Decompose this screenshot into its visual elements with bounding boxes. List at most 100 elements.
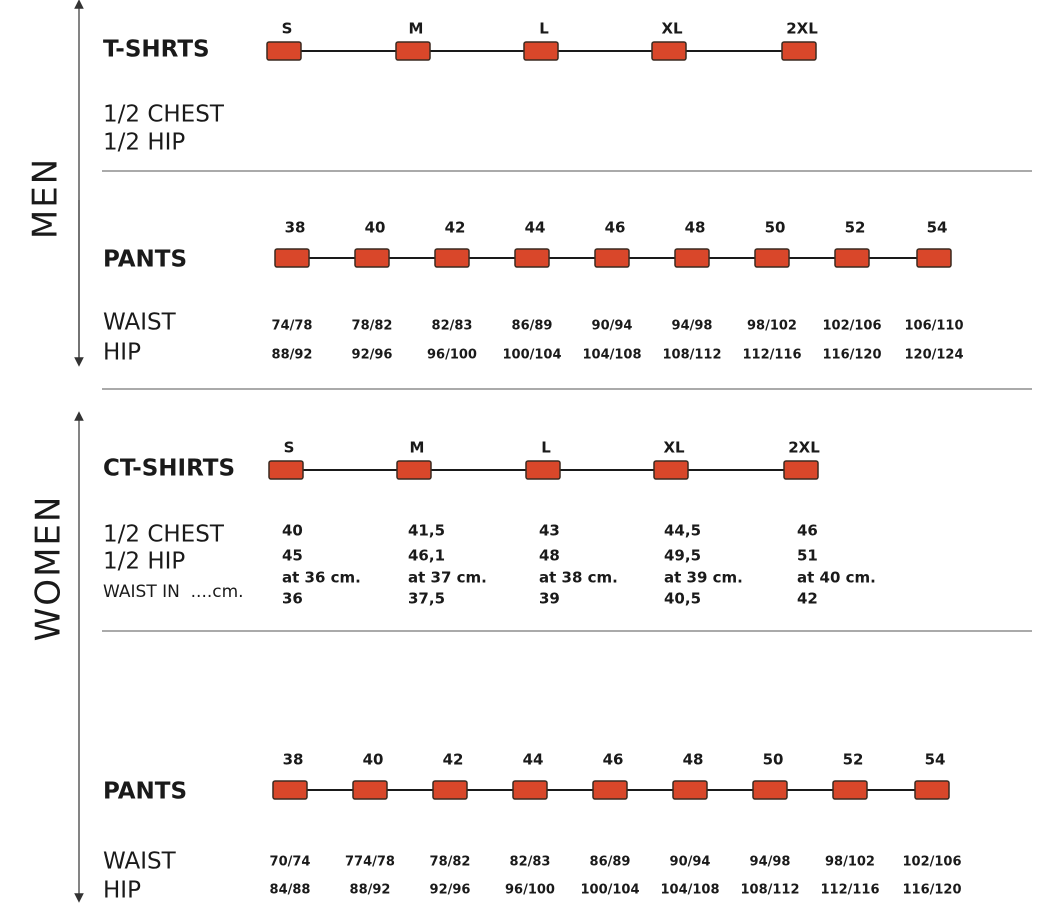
group-name: PANTS [103, 247, 187, 273]
size-label: 46 [605, 219, 626, 237]
size-value: 116/120 [822, 348, 881, 363]
row-label: 1/2 CHEST [103, 102, 225, 128]
size-chip [781, 41, 817, 61]
section-label: MEN [26, 157, 66, 239]
size-label: 2XL [786, 20, 818, 38]
size-value: 40,5 [664, 590, 701, 608]
size-label: 2XL [788, 439, 820, 457]
size-value: 44,5 [664, 522, 701, 540]
size-value: at 36 cm. [282, 569, 361, 587]
size-value: 86/89 [512, 319, 553, 334]
size-value: 84/88 [270, 883, 311, 898]
section-label: WOMEN [29, 495, 69, 642]
size-chip [512, 780, 548, 800]
size-chip [834, 248, 870, 268]
size-value: 51 [797, 547, 818, 565]
group-name: T-SHRTS [103, 37, 210, 63]
size-chip [752, 780, 788, 800]
size-chip [916, 248, 952, 268]
size-chip [514, 248, 550, 268]
size-label: M [410, 439, 425, 457]
size-value: 104/108 [660, 883, 719, 898]
size-chip [432, 780, 468, 800]
size-value: 102/106 [822, 319, 881, 334]
size-label: 38 [283, 751, 304, 769]
size-value: 74/78 [272, 319, 313, 334]
size-chip [434, 248, 470, 268]
size-value: 46 [797, 522, 818, 540]
size-label: 42 [445, 219, 466, 237]
size-value: 112/116 [742, 348, 801, 363]
size-value: 104/108 [582, 348, 641, 363]
size-value: 116/120 [902, 883, 961, 898]
size-label: 44 [523, 751, 544, 769]
size-chip [592, 780, 628, 800]
size-value: 37,5 [408, 590, 445, 608]
row-label: WAIST [103, 310, 177, 336]
size-chip [672, 780, 708, 800]
size-chip [266, 41, 302, 61]
size-value: at 37 cm. [408, 569, 487, 587]
size-value: 108/112 [740, 883, 799, 898]
size-chip [272, 780, 308, 800]
size-label: 52 [843, 751, 864, 769]
size-value: 45 [282, 547, 303, 565]
size-value: 90/94 [592, 319, 633, 334]
size-chip [396, 460, 432, 480]
size-value: 78/82 [352, 319, 393, 334]
size-chip [832, 780, 868, 800]
size-value: 100/104 [502, 348, 561, 363]
size-value: 88/92 [272, 348, 313, 363]
size-value: 46,1 [408, 547, 445, 565]
size-value: 43 [539, 522, 560, 540]
size-chip [783, 460, 819, 480]
size-value: 100/104 [580, 883, 639, 898]
size-value: 42 [797, 590, 818, 608]
size-label: 48 [685, 219, 706, 237]
size-value: 88/92 [350, 883, 391, 898]
group-name: CT-SHIRTS [103, 456, 235, 482]
size-value: 40 [282, 522, 303, 540]
size-value: at 39 cm. [664, 569, 743, 587]
size-chip [914, 780, 950, 800]
size-label: S [284, 439, 295, 457]
size-label: 38 [285, 219, 306, 237]
size-value: 774/78 [345, 855, 395, 870]
row-label: 1/2 CHEST [103, 522, 225, 548]
size-label: 50 [763, 751, 784, 769]
row-label: HIP [103, 878, 141, 904]
size-label: 54 [925, 751, 946, 769]
size-value: 36 [282, 590, 303, 608]
size-chip [523, 41, 559, 61]
size-chip [525, 460, 561, 480]
size-label: 40 [363, 751, 384, 769]
size-value: 120/124 [904, 348, 963, 363]
size-value: 98/102 [825, 855, 875, 870]
size-value: 82/83 [432, 319, 473, 334]
size-value: at 38 cm. [539, 569, 618, 587]
size-label: XL [663, 439, 685, 457]
size-value: 106/110 [904, 319, 963, 334]
size-label: M [409, 20, 424, 38]
row-label: HIP [103, 340, 141, 366]
size-chip [354, 248, 390, 268]
row-label: 1/2 HIP [103, 549, 185, 575]
size-label: 50 [765, 219, 786, 237]
size-value: 41,5 [408, 522, 445, 540]
size-chip [395, 41, 431, 61]
size-value: 90/94 [670, 855, 711, 870]
size-value: 94/98 [672, 319, 713, 334]
size-value: 49,5 [664, 547, 701, 565]
size-value: 96/100 [427, 348, 477, 363]
row-label: WAIST IN ....cm. [103, 582, 244, 602]
row-label: WAIST [103, 849, 177, 875]
size-label: 46 [603, 751, 624, 769]
size-value: 48 [539, 547, 560, 565]
size-label: 44 [525, 219, 546, 237]
size-value: 98/102 [747, 319, 797, 334]
size-chip [653, 460, 689, 480]
size-value: 94/98 [750, 855, 791, 870]
size-label: 48 [683, 751, 704, 769]
size-label: S [282, 20, 293, 38]
